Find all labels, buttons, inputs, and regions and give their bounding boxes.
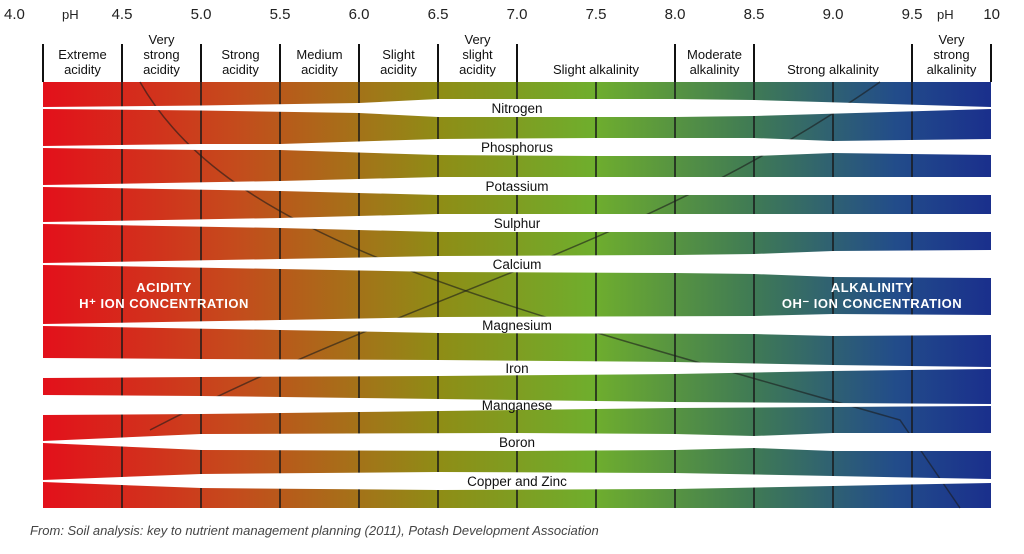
ph-tick-label: 8.0 bbox=[665, 6, 686, 23]
nutrient-label: Boron bbox=[499, 435, 535, 450]
nutrient-label: Magnesium bbox=[482, 318, 552, 333]
ph-tick-label: 5.5 bbox=[270, 6, 291, 23]
nutrient-bands: Nitrogen Phosphorus Potassium Sulphur Calciu… bbox=[43, 99, 991, 490]
ph-tick-label: 8.5 bbox=[744, 6, 765, 23]
ph-tick-label: 4.5 bbox=[112, 6, 133, 23]
acidity-subtitle: H⁺ ION CONCENTRATION bbox=[79, 296, 249, 311]
nutrient-band bbox=[43, 358, 991, 378]
ph-tick-label: 9.5 bbox=[902, 6, 923, 23]
ph-tick-label: 9.0 bbox=[823, 6, 844, 23]
nutrient-band bbox=[43, 214, 991, 232]
nutrient-band bbox=[43, 138, 991, 156]
range-label: Very slight acidity bbox=[459, 32, 496, 77]
nutrient-band bbox=[43, 177, 991, 195]
range-label: Medium acidity bbox=[296, 47, 342, 77]
nutrient-label: Copper and Zinc bbox=[467, 474, 567, 489]
ph-axis: 4.0 4.5 5.0 5.5 6.0 6.5 7.0 7.5 8.0 8.5 9.0 9.5 10 pH… bbox=[4, 6, 1000, 23]
ph-tick-label: 5.0 bbox=[191, 6, 212, 23]
range-label: Strong acidity bbox=[221, 47, 259, 77]
range-label: Very strong alkalinity bbox=[927, 32, 977, 77]
alkalinity-subtitle: OH⁻ ION CONCENTRATION bbox=[782, 296, 962, 311]
ph-tick-label: 7.5 bbox=[586, 6, 607, 23]
nutrient-label: Potassium bbox=[485, 179, 548, 194]
nutrient-band bbox=[43, 314, 991, 336]
nutrient-band bbox=[43, 395, 991, 415]
source-citation: From: Soil analysis: key to nutrient man… bbox=[30, 523, 599, 538]
nutrient-band bbox=[43, 472, 991, 490]
nutrient-label: Calcium bbox=[493, 257, 542, 272]
nutrient-label: Phosphorus bbox=[481, 140, 553, 155]
ph-tick-label: 4.0 bbox=[4, 6, 25, 23]
range-headers: Extreme acidity Very strong acidity Strong aci… bbox=[42, 32, 992, 82]
range-label: Moderate alkalinity bbox=[687, 47, 742, 77]
range-label: Very strong acidity bbox=[143, 32, 180, 77]
ion-concentration-labels: ACIDITY H⁺ ION CONCENTRATION ALKALINITY … bbox=[79, 280, 962, 311]
nutrient-band bbox=[43, 250, 991, 278]
ph-unit-right: pH bbox=[937, 7, 954, 22]
nutrient-label: Sulphur bbox=[494, 216, 541, 231]
nutrient-band bbox=[43, 433, 991, 451]
range-label: Extreme acidity bbox=[58, 47, 106, 77]
nutrient-label: Nitrogen bbox=[491, 101, 542, 116]
alkalinity-label: ALKALINITY bbox=[831, 280, 913, 295]
ph-tick-label: 6.5 bbox=[428, 6, 449, 23]
acidity-label: ACIDITY bbox=[136, 280, 192, 295]
ph-unit-left: pH bbox=[62, 7, 79, 22]
range-label: Strong alkalinity bbox=[787, 62, 879, 77]
ph-tick-label: 6.0 bbox=[349, 6, 370, 23]
range-label: Slight acidity bbox=[380, 47, 417, 77]
nutrient-band bbox=[43, 99, 991, 117]
ph-tick-label: 10 bbox=[983, 6, 1000, 23]
nutrient-label: Iron bbox=[505, 361, 528, 376]
ph-tick-label: 7.0 bbox=[507, 6, 528, 23]
range-label: Slight alkalinity bbox=[553, 62, 639, 77]
nutrient-label: Manganese bbox=[482, 398, 553, 413]
